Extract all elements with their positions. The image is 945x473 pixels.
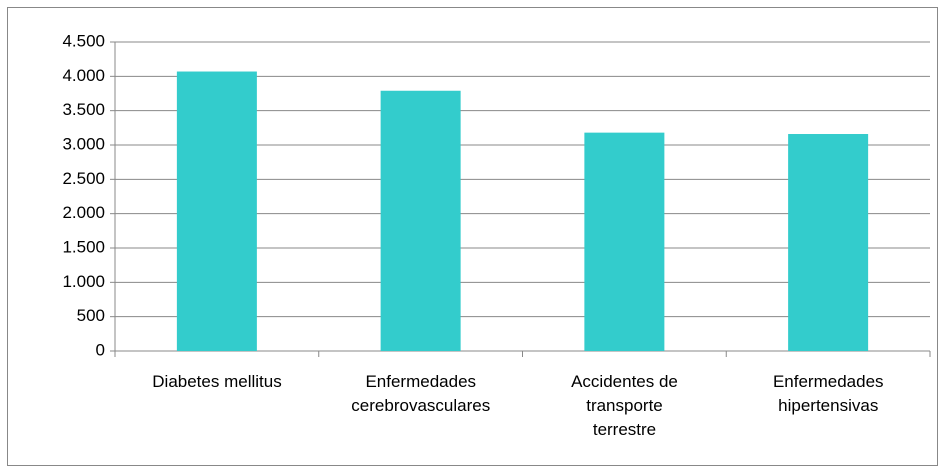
y-tick-label: 2.000 <box>62 203 105 222</box>
y-tick-label: 3.000 <box>62 134 105 153</box>
y-tick-label: 2.500 <box>62 169 105 188</box>
y-tick-label: 3.500 <box>62 100 105 119</box>
y-tick-label: 4.500 <box>62 31 105 50</box>
chart-border <box>7 7 938 466</box>
y-tick-label: 0 <box>96 340 105 359</box>
bar <box>380 90 461 352</box>
bar <box>176 71 257 351</box>
x-tick-label: Accidentes de transporte terrestre <box>571 372 678 439</box>
x-tick-label: Enfermedades hipertensivas <box>772 372 884 415</box>
x-tick-label: Enfermedades cerebrovasculares <box>351 372 491 415</box>
y-tick-label: 1.500 <box>62 237 105 256</box>
x-tick-label: Diabetes mellitus <box>152 372 282 391</box>
y-tick-label: 1.000 <box>62 272 105 291</box>
y-tick-label: 4.000 <box>62 66 105 85</box>
y-tick-label: 500 <box>77 306 105 325</box>
bar <box>584 132 665 351</box>
bar <box>788 134 869 351</box>
